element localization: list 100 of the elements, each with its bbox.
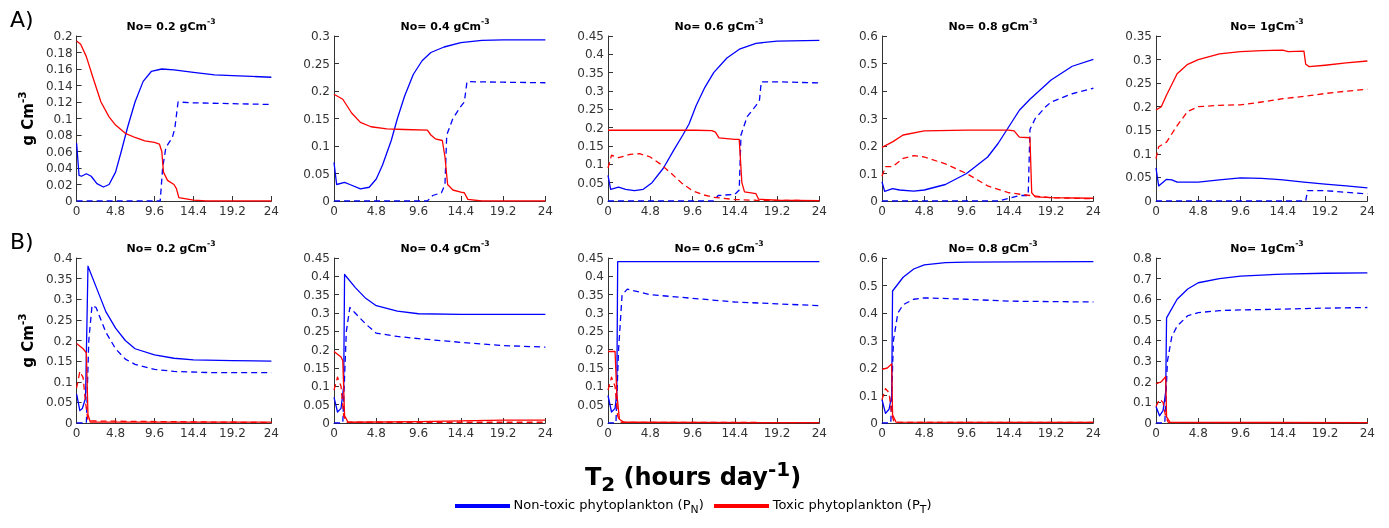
y-tick-label: 0: [1144, 416, 1152, 430]
y-tick-label: 0.45: [577, 29, 604, 43]
y-axis-title: g Cm-3: [15, 91, 37, 146]
x-tick-label: 14.4: [180, 204, 207, 218]
y-tick-label: 0: [322, 416, 330, 430]
y-tick-label: 0.4: [584, 269, 604, 284]
line-series: [1155, 167, 1369, 189]
y-tick-label: 0.3: [584, 84, 604, 98]
x-tick-label: 14.4: [721, 204, 749, 218]
y-tick-label: 0.4: [53, 251, 73, 265]
y-tick-label: 0.3: [858, 333, 878, 348]
y-tick-label: 0: [596, 194, 604, 208]
y-tick-label: 0.3: [53, 292, 73, 307]
y-tick-label: 0.2: [584, 342, 604, 357]
y-tick-label: 0.35: [577, 287, 604, 302]
y-tick-label: 0: [322, 194, 330, 208]
x-tick-label: 19.2: [1311, 204, 1339, 218]
y-tick-label: 0.45: [577, 251, 604, 265]
y-tick-label: 0.2: [310, 342, 330, 357]
y-tick-label: 0.4: [858, 306, 878, 320]
y-tick-label: 0.12: [45, 95, 73, 109]
x-tick-label: 24: [263, 204, 280, 218]
x-tick-label: 4.8: [914, 204, 934, 218]
y-tick-label: 0.05: [577, 397, 604, 412]
x-tick-label: 9.6: [683, 204, 703, 218]
y-tick-label: 0.05: [577, 175, 604, 190]
y-tick-label: 0.02: [45, 177, 73, 192]
x-tick-label: 19.2: [1037, 426, 1065, 440]
x-tick-label: 9.6: [683, 426, 703, 440]
y-tick-label: 0: [1144, 194, 1152, 208]
y-tick-label: 0.3: [310, 29, 330, 43]
x-tick-label: 14.4: [180, 426, 207, 440]
y-tick-label: 0.5: [1132, 312, 1152, 327]
x-tick-label: 19.2: [219, 426, 246, 440]
y-tick-label: 0.08: [45, 128, 73, 142]
x-tick-label: 4.8: [1188, 204, 1208, 218]
y-tick-label: 0.1: [1132, 146, 1152, 161]
y-tick-label: 0.5: [858, 278, 878, 293]
y-tick-label: 0.1: [53, 374, 73, 389]
x-tick-label: 19.2: [489, 204, 517, 218]
x-tick-label: 4.8: [366, 204, 386, 218]
x-tick-label: 19.2: [1311, 426, 1339, 440]
x-tick-label: 24: [811, 426, 828, 440]
y-tick-label: 0.06: [45, 144, 73, 159]
y-tick-label: 0.25: [577, 102, 604, 117]
x-tick-label: 19.2: [219, 204, 246, 218]
x-tick-label: 9.6: [144, 204, 165, 218]
legend-label: Non-toxic phytoplankton (P$_{N}$): [513, 497, 704, 516]
y-tick-label: 0.05: [303, 166, 330, 181]
y-tick-label: 0.35: [1125, 29, 1152, 43]
y-tick-label: 0.4: [858, 84, 878, 98]
y-tick-label: 0.15: [577, 139, 604, 153]
x-tick-label: 4.8: [106, 426, 126, 440]
x-tick-label: 14.4: [995, 204, 1023, 218]
x-tick-label: 9.6: [144, 426, 165, 440]
x-tick-label: 24: [811, 204, 828, 218]
x-tick-label: 4.8: [640, 426, 660, 440]
y-tick-label: 0.1: [858, 166, 878, 181]
y-tick-label: 0.05: [1125, 170, 1152, 185]
x-tick-label: 9.6: [957, 204, 977, 218]
x-tick-label: 14.4: [721, 426, 749, 440]
x-tick-label: 9.6: [1231, 426, 1251, 440]
y-tick-label: 0: [596, 416, 604, 430]
line-series: [333, 39, 547, 190]
y-tick-label: 0.1: [310, 379, 330, 394]
y-tick-label: 0.2: [858, 139, 878, 153]
x-tick-label: 4.8: [640, 204, 660, 218]
y-tick-label: 0.3: [858, 111, 878, 126]
x-tick-label: 4.8: [106, 204, 126, 218]
y-tick-label: 0.2: [53, 29, 73, 43]
y-tick-label: 0.35: [577, 65, 604, 80]
y-tick-label: 0.14: [45, 78, 73, 93]
y-tick-label: 0.2: [53, 333, 73, 348]
x-tick-label: 19.2: [1037, 204, 1065, 218]
x-tick-label: 24: [1359, 204, 1376, 218]
y-tick-label: 0: [64, 416, 73, 430]
x-tick-label: 9.6: [957, 426, 977, 440]
x-tick-label: 4.8: [914, 426, 934, 440]
x-tick-label: 24: [263, 426, 280, 440]
y-tick-label: 0.35: [45, 271, 73, 286]
y-tick-label: 0.15: [303, 361, 330, 375]
x-tick-label: 19.2: [763, 426, 791, 440]
x-tick-label: 24: [1085, 204, 1102, 218]
x-tick-label: 24: [1085, 426, 1102, 440]
y-tick-label: 0.3: [310, 306, 330, 320]
y-tick-label: 0.25: [303, 56, 330, 71]
x-tick-label: 24: [537, 426, 554, 440]
y-axis-title: g Cm-3: [15, 313, 37, 368]
text: A): [10, 6, 34, 32]
y-tick-label: 0.2: [858, 361, 878, 375]
x-axis-title: T$_{2}$ (hours day$^{-1}$): [583, 457, 803, 496]
y-tick-label: 0: [64, 194, 73, 208]
y-tick-label: 0.7: [1132, 271, 1152, 286]
x-tick-label: 4.8: [366, 426, 386, 440]
y-tick-label: 0.1: [53, 111, 73, 126]
y-tick-label: 0.4: [584, 47, 604, 62]
y-tick-label: 0: [870, 194, 878, 208]
y-tick-label: 0.35: [303, 287, 330, 302]
y-tick-label: 0.05: [45, 395, 73, 410]
y-tick-label: 0.15: [45, 354, 73, 369]
